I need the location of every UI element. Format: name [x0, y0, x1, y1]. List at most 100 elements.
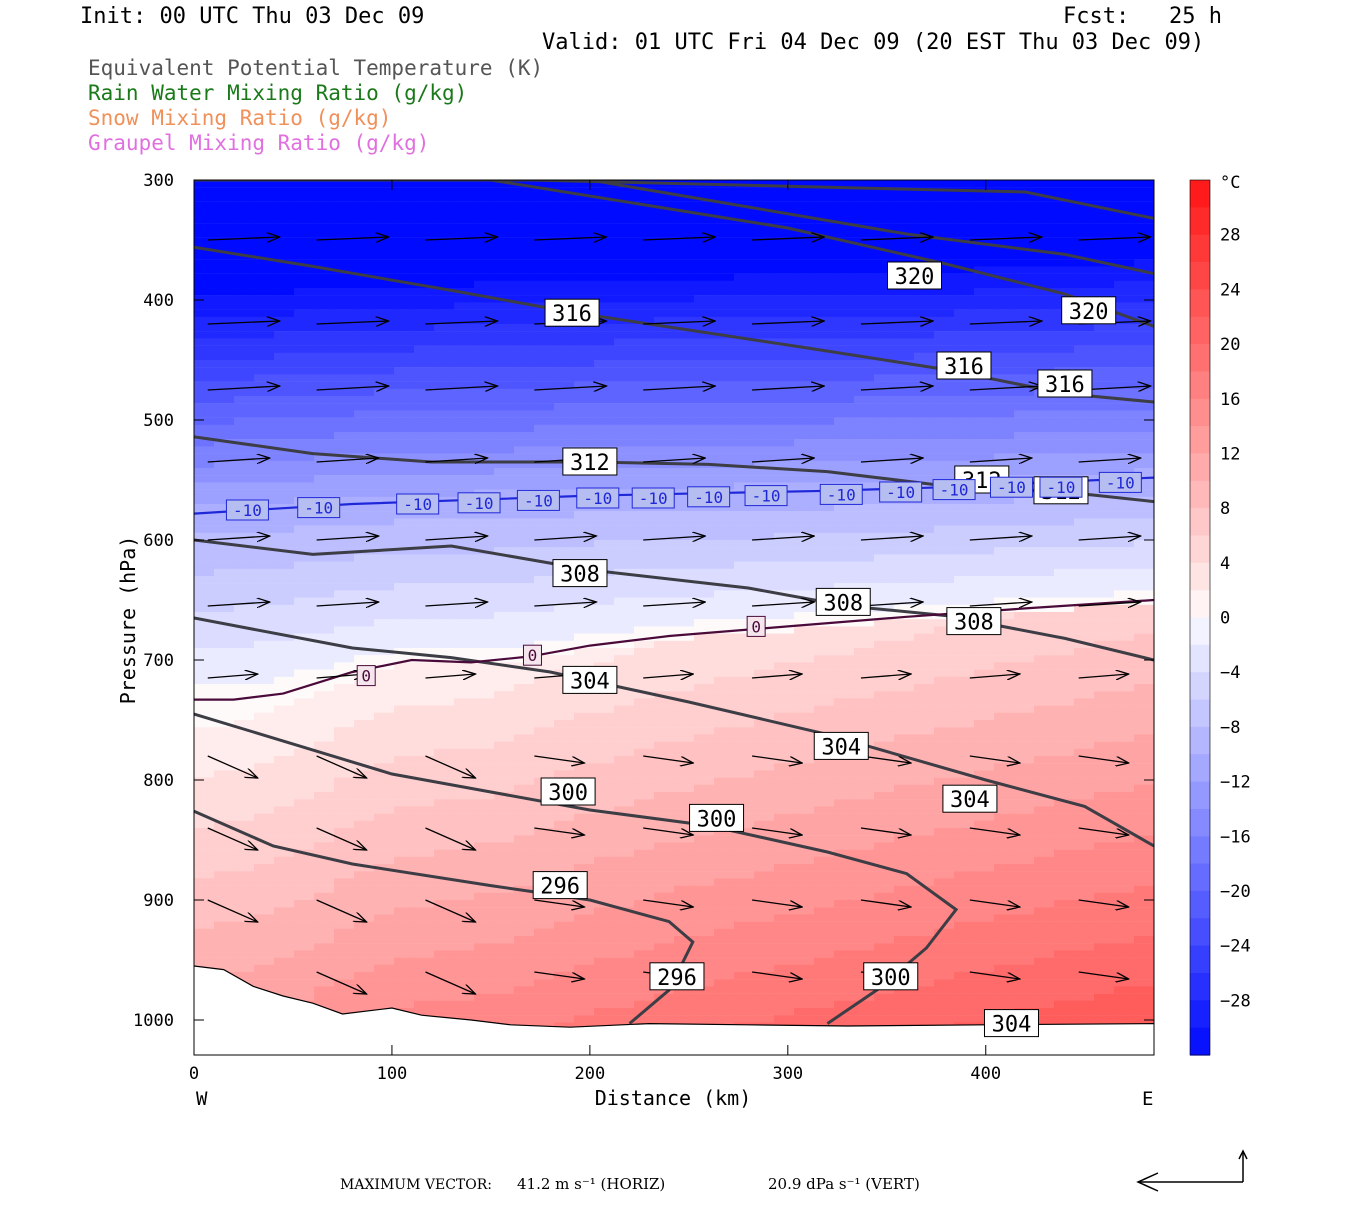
- colorbar-tick-label: 28: [1220, 226, 1240, 246]
- colorbar-swatch: [1190, 262, 1210, 290]
- isotherm-label--10: -10: [880, 482, 922, 502]
- isotherm-label-0: 0: [523, 645, 541, 665]
- colorbar-swatch: [1190, 289, 1210, 317]
- x-tick-label: 0: [189, 1064, 199, 1084]
- theta-e-label-296: 296: [533, 872, 587, 900]
- y-tick-label: 1000: [133, 1011, 174, 1031]
- theta-e-label-308: 308: [947, 608, 1001, 636]
- colorbar-swatch: [1190, 891, 1210, 919]
- colorbar-tick-label: 20: [1220, 335, 1240, 355]
- isotherm-label--10: -10: [298, 498, 340, 518]
- colorbar-swatch: [1190, 590, 1210, 618]
- x-tick-label: 100: [377, 1064, 408, 1084]
- colorbar-tick-label: −4: [1220, 663, 1240, 683]
- y-tick-label: 800: [143, 771, 174, 791]
- isotherm-label--10: -10: [458, 493, 500, 513]
- theta-e-label-304: 304: [984, 1010, 1038, 1038]
- colorbar-tick-label: 24: [1220, 280, 1240, 300]
- theta-e-label-316: 316: [937, 352, 991, 380]
- max-vector-horiz: 41.2 m s⁻¹ (HORIZ): [517, 1175, 665, 1193]
- isotherm-label--10: -10: [820, 484, 862, 504]
- colorbar-tick-label: −12: [1220, 773, 1251, 793]
- isotherm-label-0: 0: [747, 616, 765, 636]
- x-tick-label: 300: [772, 1064, 803, 1084]
- isotherm-label--10: -10: [933, 480, 975, 500]
- colorbar-swatch: [1190, 453, 1210, 481]
- y-tick-label: 500: [143, 411, 174, 431]
- x-end-label-west: W: [196, 1088, 208, 1110]
- colorbar-tick-label: 16: [1220, 390, 1240, 410]
- max-vector-label: MAXIMUM VECTOR:: [340, 1177, 492, 1193]
- theta-e-label-304: 304: [943, 785, 997, 813]
- y-tick-label: 300: [143, 171, 174, 191]
- colorbar-swatch: [1190, 563, 1210, 591]
- colorbar-swatch: [1190, 836, 1210, 864]
- theta-e-label-300: 300: [541, 778, 595, 806]
- colorbar-swatch: [1190, 371, 1210, 399]
- colorbar-swatch: [1190, 782, 1210, 810]
- y-tick-label: 400: [143, 291, 174, 311]
- colorbar-swatch: [1190, 399, 1210, 427]
- theta-e-label-300: 300: [864, 963, 918, 991]
- theta-e-label-320: 320: [887, 262, 941, 290]
- theta-e-label-316: 316: [1038, 370, 1092, 398]
- theta-e-label-316: 316: [545, 299, 599, 327]
- colorbar-swatch: [1190, 946, 1210, 974]
- colorbar-swatch: [1190, 918, 1210, 946]
- y-tick-label: 700: [143, 651, 174, 671]
- isotherm-label--10: -10: [517, 490, 559, 510]
- colorbar-tick-label: 8: [1220, 499, 1230, 519]
- isotherm-label--10: -10: [226, 500, 268, 520]
- x-axis-title: Distance (km): [595, 1086, 752, 1110]
- theta-e-label-304: 304: [563, 666, 617, 694]
- colorbar-tick-label: −16: [1220, 827, 1251, 847]
- colorbar-swatch: [1190, 618, 1210, 646]
- x-end-label-east: E: [1142, 1088, 1153, 1110]
- max-vector-vert: 20.9 dPa s⁻¹ (VERT): [768, 1175, 920, 1193]
- colorbar-swatch: [1190, 1028, 1210, 1056]
- theta-e-label-312: 312: [563, 448, 617, 476]
- isotherm-label--10: -10: [990, 477, 1032, 497]
- reference-vector-icon: [1130, 1145, 1260, 1205]
- colorbar-swatch: [1190, 1000, 1210, 1028]
- x-tick-label: 400: [970, 1064, 1001, 1084]
- colorbar-swatch: [1190, 645, 1210, 673]
- colorbar-swatch: [1190, 809, 1210, 837]
- theta-e-label-308: 308: [553, 560, 607, 588]
- theta-e-label-300: 300: [690, 804, 744, 832]
- isotherm-label-0: 0: [357, 666, 375, 686]
- colorbar-tick-label: 0: [1220, 609, 1230, 629]
- colorbar-tick-label: 12: [1220, 444, 1240, 464]
- y-axis-title: Pressure (hPa): [116, 536, 140, 705]
- colorbar-tick-label: −24: [1220, 937, 1251, 957]
- colorbar-tick-label: −20: [1220, 882, 1251, 902]
- theta-e-label-304: 304: [814, 732, 868, 760]
- isotherm-label--10: -10: [1040, 477, 1082, 497]
- colorbar-swatch: [1190, 426, 1210, 454]
- isotherm-label--10: -10: [745, 486, 787, 506]
- colorbar-swatch: [1190, 973, 1210, 1001]
- theta-e-label-320: 320: [1062, 297, 1116, 325]
- colorbar-tick-label: −28: [1220, 991, 1251, 1011]
- colorbar-swatch: [1190, 508, 1210, 536]
- y-tick-label: 600: [143, 531, 174, 551]
- colorbar-swatch: [1190, 481, 1210, 509]
- y-tick-label: 900: [143, 891, 174, 911]
- colorbar-swatch: [1190, 317, 1210, 345]
- isotherm-label--10: -10: [632, 488, 674, 508]
- colorbar-swatch: [1190, 700, 1210, 728]
- colorbar-tick-label: −8: [1220, 718, 1240, 738]
- colorbar-swatch: [1190, 207, 1210, 235]
- theta-e-label-308: 308: [816, 588, 870, 616]
- isotherm-label--10: -10: [577, 488, 619, 508]
- colorbar-swatch: [1190, 754, 1210, 782]
- colorbar-tick-label: 4: [1220, 554, 1230, 574]
- isotherm-label--10: -10: [688, 487, 730, 507]
- theta-e-label-296: 296: [650, 963, 704, 991]
- colorbar-swatch: [1190, 727, 1210, 755]
- colorbar-swatch: [1190, 180, 1210, 208]
- colorbar-swatch: [1190, 536, 1210, 564]
- colorbar-swatch: [1190, 864, 1210, 892]
- colorbar-swatch: [1190, 344, 1210, 372]
